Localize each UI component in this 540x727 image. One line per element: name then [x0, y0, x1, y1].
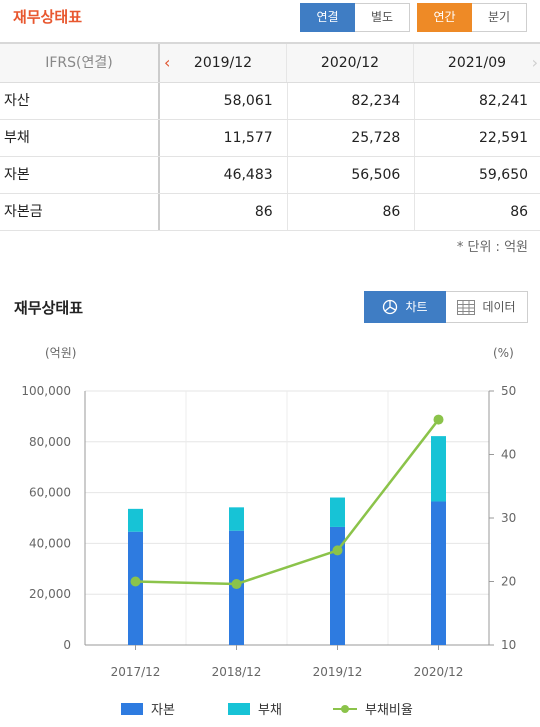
tab-chart[interactable]: 차트 — [364, 291, 446, 323]
table-cell: 46,483 — [160, 157, 288, 193]
page-title: 재무상태표 — [13, 8, 83, 26]
bar — [330, 526, 345, 645]
balance-sheet-chart: (억원) (%) 0 20,000 40,000 60,000 80,000 100,00… — [21, 346, 516, 679]
legend-item-debt-ratio[interactable]: 부채비율 — [333, 699, 413, 718]
debt-ratio-point — [433, 414, 444, 425]
left-axis-unit: (억원) — [45, 346, 76, 360]
row-label: 자산 — [0, 83, 160, 119]
tab-data-label: 데이터 — [482, 300, 516, 314]
x-tick-label: 2020/12 — [414, 665, 464, 679]
y-tick-label: 100,000 — [21, 384, 71, 398]
corner-label: IFRS(연결) — [0, 44, 160, 82]
chevron-right-icon[interactable]: › — [531, 53, 538, 72]
bar — [128, 508, 143, 532]
y-tick-label: 60,000 — [29, 486, 71, 500]
period-toggle: 연간 분기 — [417, 3, 527, 32]
legend-label: 부채비율 — [365, 703, 413, 718]
table-row: 자본금 86 86 86 — [0, 194, 540, 231]
annual-button[interactable]: 연간 — [417, 3, 472, 32]
x-tick-label: 2019/12 — [313, 665, 363, 679]
bar — [229, 507, 244, 531]
legend-label: 부채 — [258, 703, 282, 718]
right-axis-unit: (%) — [493, 346, 514, 360]
table-icon — [457, 299, 476, 315]
table-cell: 86 — [160, 194, 288, 230]
table-cell: 25,728 — [288, 120, 416, 156]
y2-tick-label: 30 — [501, 511, 516, 525]
table-cell: 82,241 — [479, 93, 529, 109]
y-tick-label: 40,000 — [29, 536, 71, 550]
column-header: 2021/09 › — [414, 44, 540, 82]
table-cell: 58,061 — [160, 83, 288, 119]
table-cell: 82,234 — [288, 83, 416, 119]
y2-tick-label: 10 — [501, 638, 516, 652]
y-tick-label: 20,000 — [29, 587, 71, 601]
chart-section-title: 재무상태표 — [14, 299, 84, 317]
legend-label: 자본 — [151, 703, 175, 718]
table-row: 자산 58,061 82,234 82,241 — [0, 83, 540, 120]
x-tick-label: 2018/12 — [212, 665, 262, 679]
table-cell: 11,577 — [160, 120, 288, 156]
bar — [128, 531, 143, 645]
consolidated-button[interactable]: 연결 — [300, 3, 355, 32]
pie-chart-icon — [383, 299, 398, 315]
column-header: 2020/12 — [287, 44, 414, 82]
financial-table: IFRS(연결) ‹ 2019/12 2020/12 2021/09 › 자산 … — [0, 42, 540, 231]
quarterly-button[interactable]: 분기 — [472, 3, 527, 32]
debt-ratio-point — [231, 579, 242, 590]
table-cell: 22,591 — [479, 130, 529, 146]
row-label: 자본 — [0, 157, 160, 193]
bar — [431, 501, 446, 645]
legend-swatch — [121, 702, 143, 715]
table-cell: 86 — [510, 204, 529, 220]
y2-tick-label: 40 — [501, 448, 516, 462]
table-row: 자본 46,483 56,506 59,650 — [0, 157, 540, 194]
debt-ratio-point — [130, 576, 141, 587]
tab-chart-label: 차트 — [405, 300, 428, 314]
legend-item-liabilities[interactable]: 부채 — [228, 699, 282, 718]
row-label: 부채 — [0, 120, 160, 156]
chevron-left-icon[interactable]: ‹ — [164, 53, 171, 72]
debt-ratio-point — [332, 545, 343, 556]
tab-data[interactable]: 데이터 — [446, 291, 528, 323]
legend-swatch — [228, 702, 250, 715]
chart-legend: 자본 부채 부채비율 — [0, 699, 540, 719]
consolidation-toggle: 연결 별도 — [300, 3, 410, 32]
y2-tick-label: 50 — [501, 384, 516, 398]
y2-tick-label: 20 — [501, 575, 516, 589]
row-label: 자본금 — [0, 194, 160, 230]
legend-item-equity[interactable]: 자본 — [121, 699, 175, 718]
bar — [431, 436, 446, 502]
separate-button[interactable]: 별도 — [355, 3, 410, 32]
y-tick-label: 0 — [63, 638, 71, 652]
bar — [330, 497, 345, 527]
column-header: ‹ 2019/12 — [160, 44, 287, 82]
y-tick-label: 80,000 — [29, 435, 71, 449]
table-row: 부채 11,577 25,728 22,591 — [0, 120, 540, 157]
view-tabs: 차트 데이터 — [364, 291, 528, 323]
table-cell: 56,506 — [288, 157, 416, 193]
x-tick-label: 2017/12 — [111, 665, 161, 679]
table-cell: 86 — [288, 194, 416, 230]
table-header-row: IFRS(연결) ‹ 2019/12 2020/12 2021/09 › — [0, 44, 540, 83]
legend-line-swatch — [333, 704, 357, 713]
unit-note: * 단위 : 억원 — [456, 240, 528, 255]
debt-ratio-line — [135, 418, 440, 586]
table-cell: 59,650 — [479, 167, 529, 183]
